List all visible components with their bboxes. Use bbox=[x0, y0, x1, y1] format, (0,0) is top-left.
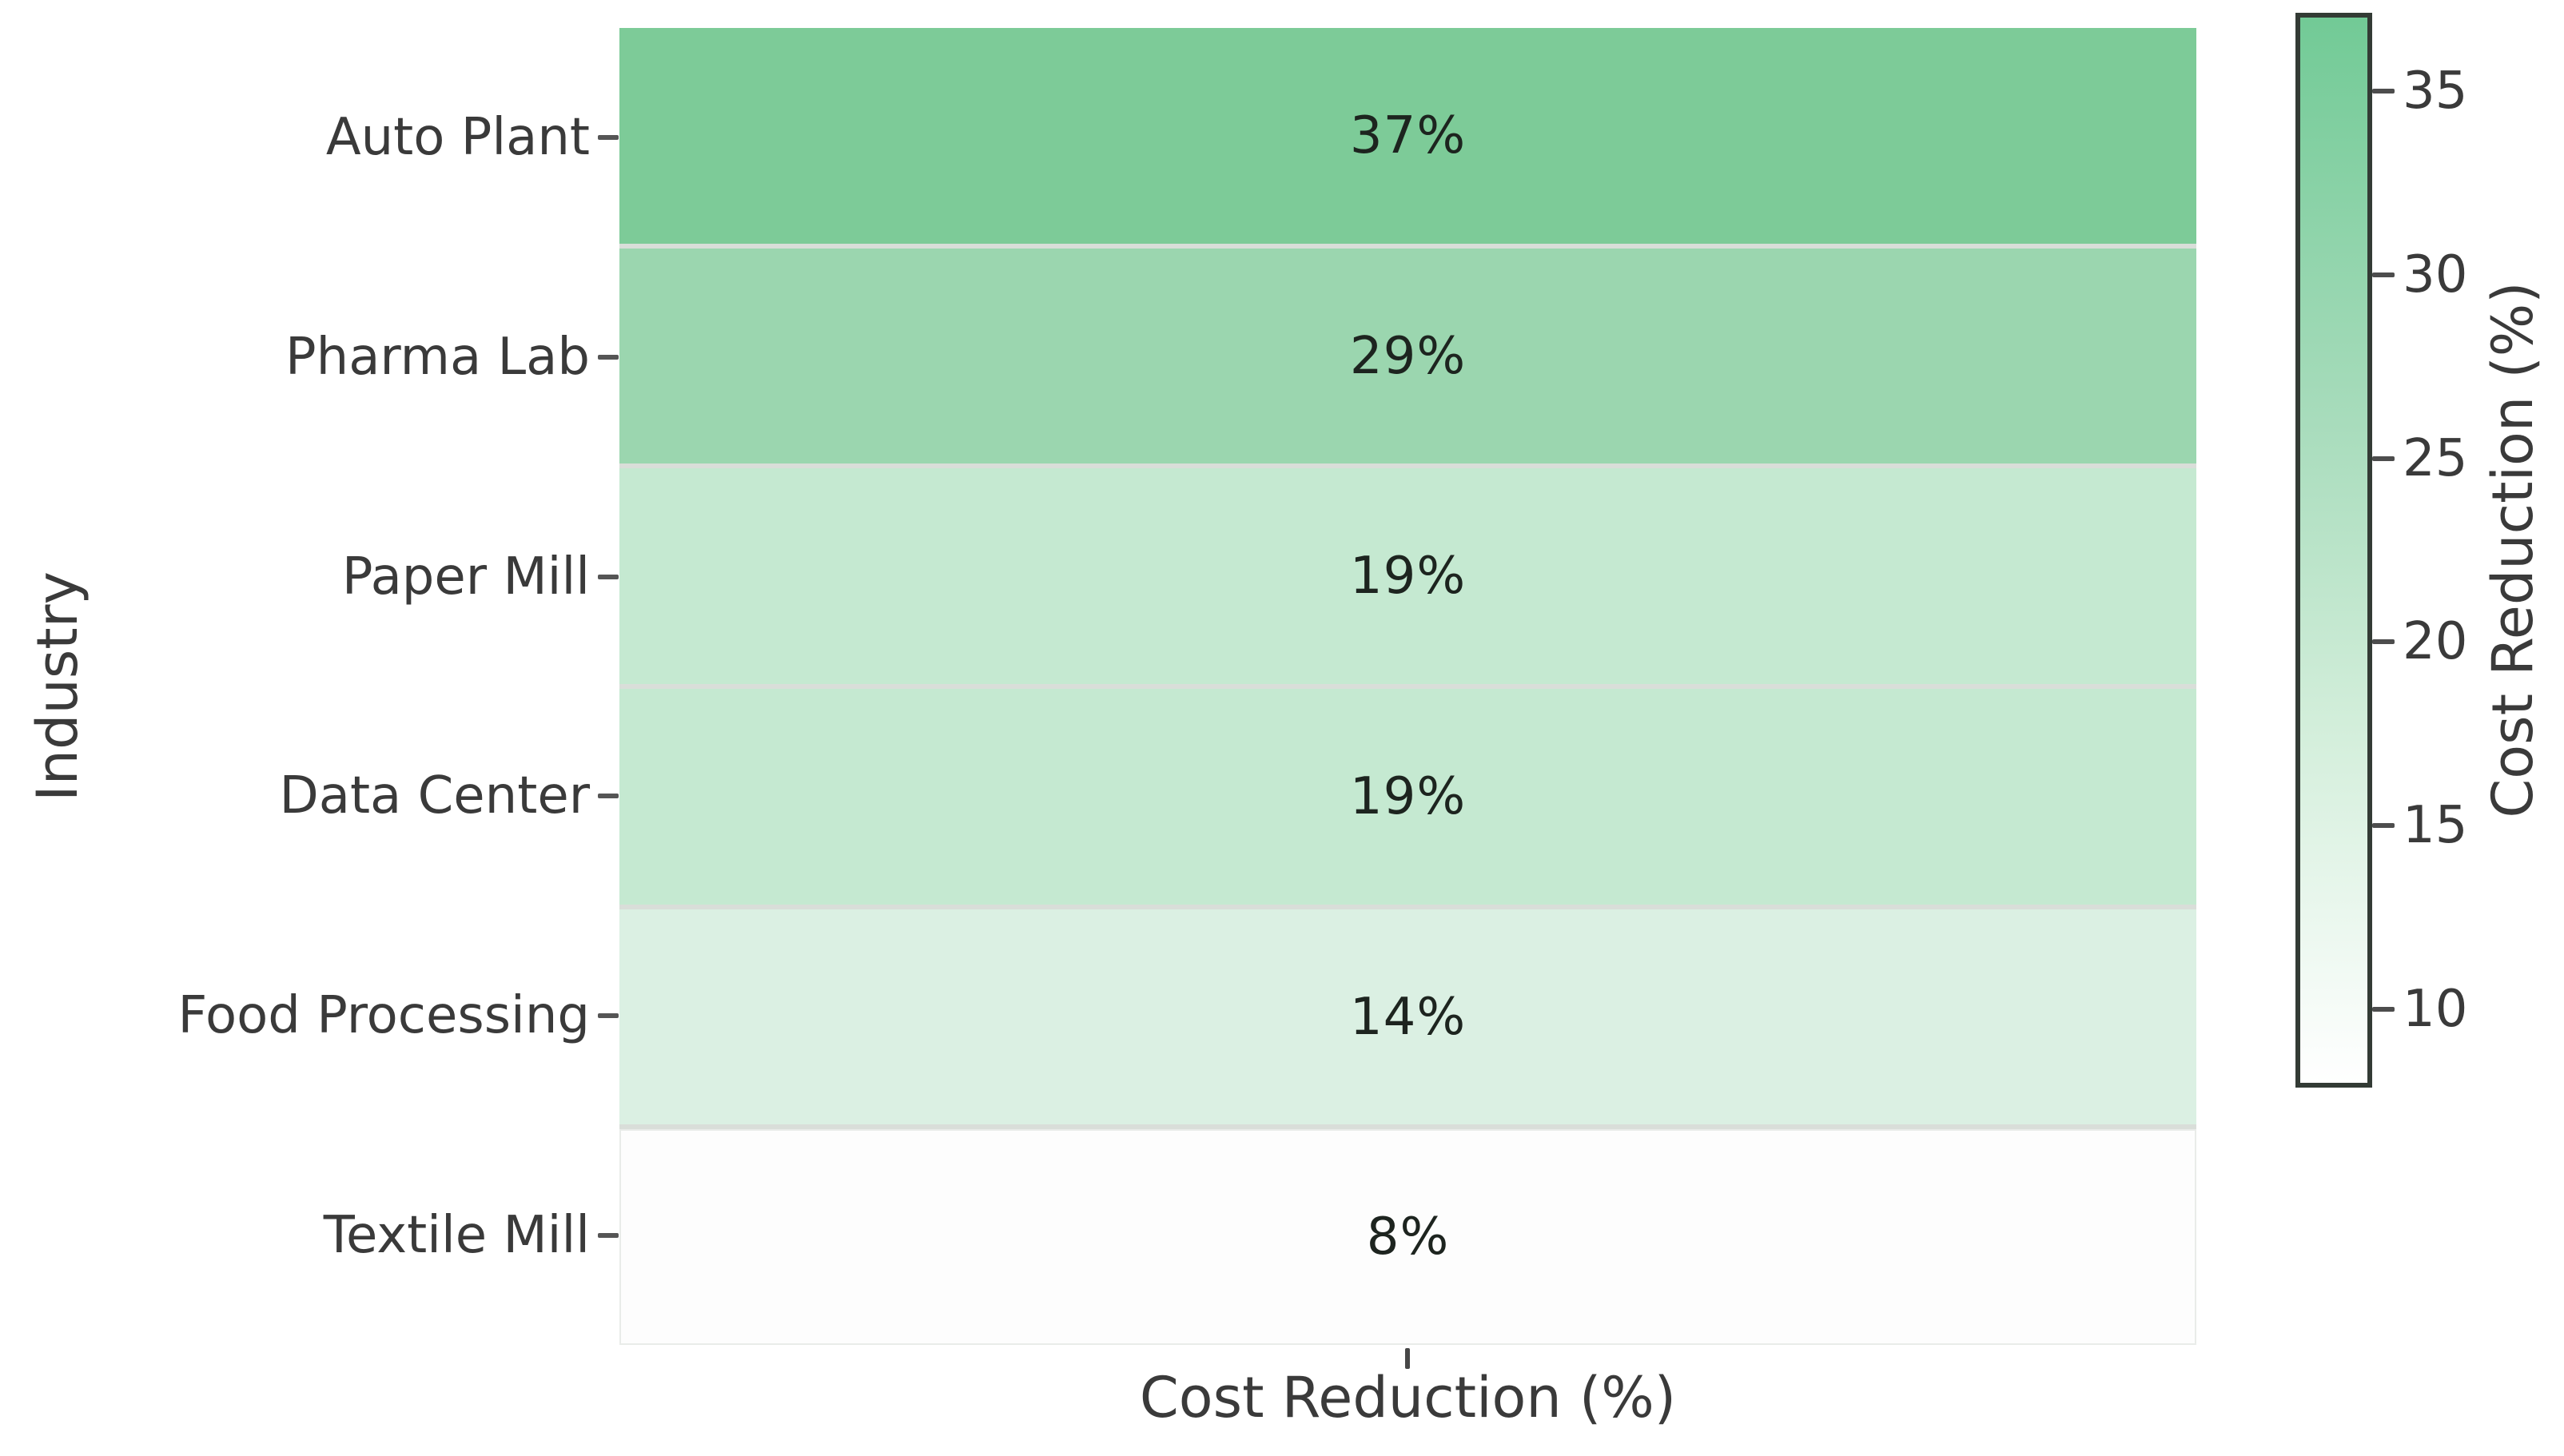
y-axis-tick-label: Auto Plant bbox=[325, 108, 590, 168]
y-axis-tick-label: Paper Mill bbox=[341, 547, 590, 607]
colorbar-tick-mark bbox=[2372, 88, 2395, 93]
colorbar-tick-label: 10 bbox=[2403, 980, 2468, 1040]
y-axis-tick-label: Textile Mill bbox=[323, 1205, 590, 1265]
colorbar-tick-label: 25 bbox=[2403, 428, 2468, 488]
y-axis-tick-label: Pharma Lab bbox=[285, 327, 590, 387]
colorbar-title: Cost Reduction (%) bbox=[2480, 281, 2546, 818]
y-axis-tick-mark bbox=[598, 1232, 619, 1238]
cell-value-annotation: 19% bbox=[1349, 766, 1467, 826]
y-axis-tick-mark bbox=[598, 574, 619, 579]
heatmap-cell: 14% bbox=[619, 909, 2196, 1125]
cell-value-annotation: 37% bbox=[1349, 105, 1467, 165]
cell-value-annotation: 14% bbox=[1349, 987, 1467, 1047]
y-axis-tick-mark bbox=[598, 794, 619, 799]
y-axis-tick-label: Data Center bbox=[279, 766, 590, 826]
heatmap-cell: 8% bbox=[619, 1129, 2196, 1346]
colorbar-tick-label: 15 bbox=[2403, 796, 2468, 856]
colorbar-gradient bbox=[2295, 13, 2372, 1088]
colorbar-tick-mark bbox=[2372, 272, 2395, 277]
heatmap-cell: 19% bbox=[619, 468, 2196, 685]
heatmap-cell: 19% bbox=[619, 689, 2196, 905]
cell-value-annotation: 29% bbox=[1349, 326, 1467, 386]
y-axis-tick-mark bbox=[598, 355, 619, 360]
cell-value-annotation: 19% bbox=[1349, 547, 1467, 607]
colorbar-tick-label: 30 bbox=[2403, 245, 2468, 304]
heatmap-plot-area: 37% 29% 19% 19% 14% 8% bbox=[619, 28, 2196, 1346]
colorbar-tick-label: 20 bbox=[2403, 612, 2468, 672]
y-axis-tick-mark bbox=[598, 1013, 619, 1018]
y-axis-tick-label: Food Processing bbox=[177, 985, 590, 1045]
colorbar-tick-mark bbox=[2372, 455, 2395, 461]
cell-value-annotation: 8% bbox=[1366, 1207, 1450, 1267]
heatmap-cell: 37% bbox=[619, 28, 2196, 244]
colorbar-tick-label: 35 bbox=[2403, 61, 2468, 121]
colorbar-tick-mark bbox=[2372, 639, 2395, 645]
heatmap-cell: 29% bbox=[619, 248, 2196, 464]
x-axis-tick-mark bbox=[1405, 1348, 1410, 1369]
colorbar-tick-mark bbox=[2372, 1007, 2395, 1012]
colorbar-tick-mark bbox=[2372, 823, 2395, 829]
x-axis-title: Cost Reduction (%) bbox=[1139, 1365, 1677, 1430]
y-axis-tick-mark bbox=[598, 135, 619, 141]
